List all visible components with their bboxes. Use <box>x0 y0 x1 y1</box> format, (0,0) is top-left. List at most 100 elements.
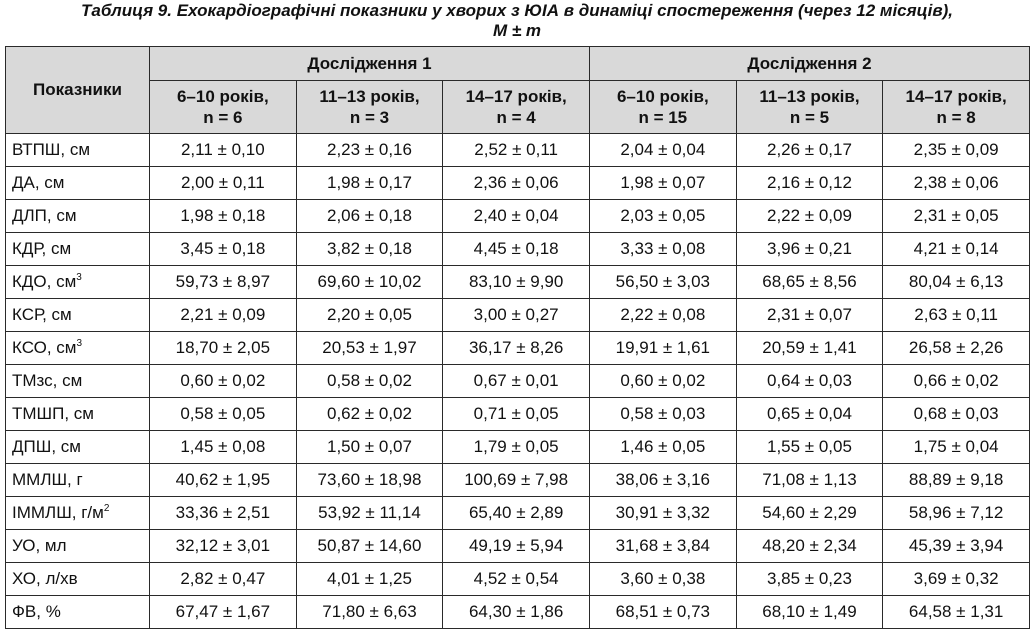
row-label: ММЛШ, г <box>12 470 83 489</box>
echo-table: Показники Дослідження 1 Дослідження 2 6–… <box>5 46 1030 629</box>
value-cell: 100,69 ± 7,98 <box>442 463 590 497</box>
value-cell: 20,53 ± 1,97 <box>295 331 444 365</box>
column-header: 11–13 років, n = 5 <box>735 80 884 134</box>
value-cell: 2,40 ± 0,04 <box>442 199 590 233</box>
unit-exponent: 3 <box>76 338 83 349</box>
value-cell: 1,79 ± 0,05 <box>442 430 590 464</box>
group-header-study-1: Дослідження 1 <box>149 46 590 81</box>
table-row: ХО, л/хв 2,82 ± 0,47 4,01 ± 1,25 4,52 ± 0,5… <box>5 562 1030 596</box>
table-row: УО, мл 32,12 ± 3,01 50,87 ± 14,60 49,19 ± 5… <box>5 529 1030 563</box>
row-label: КДР, см <box>12 239 72 258</box>
value-cell: 20,59 ± 1,41 <box>735 331 884 365</box>
row-label-cell: КСР, см <box>5 298 150 332</box>
value-cell: 2,00 ± 0,11 <box>149 166 297 200</box>
value-cell: 58,96 ± 7,12 <box>882 496 1030 530</box>
value-cell: 68,65 ± 8,56 <box>735 265 884 299</box>
value-cell: 0,67 ± 0,01 <box>442 364 590 398</box>
row-label-cell: ІММЛШ, г/м2 <box>5 496 150 530</box>
value-cell: 2,21 ± 0,09 <box>149 298 297 332</box>
value-cell: 2,63 ± 0,11 <box>882 298 1030 332</box>
table-row: КСО, см3 18,70 ± 2,05 20,53 ± 1,97 36,17 ± … <box>5 331 1030 365</box>
row-header: Показники <box>5 46 150 134</box>
value-cell: 1,98 ± 0,17 <box>295 166 444 200</box>
value-cell: 2,23 ± 0,16 <box>295 133 444 167</box>
value-cell: 30,91 ± 3,32 <box>588 496 737 530</box>
value-cell: 38,06 ± 3,16 <box>588 463 737 497</box>
table-row: ТМзс, см 0,60 ± 0,02 0,58 ± 0,02 0,67 ± 0,0… <box>5 364 1030 398</box>
value-cell: 67,47 ± 1,67 <box>149 595 297 629</box>
value-cell: 1,45 ± 0,08 <box>149 430 297 464</box>
value-cell: 48,20 ± 2,34 <box>735 529 884 563</box>
value-cell: 19,91 ± 1,61 <box>588 331 737 365</box>
table-row: КДО, см3 59,73 ± 8,97 69,60 ± 10,02 83,10 ±… <box>5 265 1030 299</box>
value-cell: 1,46 ± 0,05 <box>588 430 737 464</box>
value-cell: 3,45 ± 0,18 <box>149 232 297 266</box>
table-caption: Таблиця 9. Ехокардіографічні показники у… <box>0 0 1034 43</box>
table-row: ТМШП, см 0,58 ± 0,05 0,62 ± 0,02 0,71 ± 0,0… <box>5 397 1030 431</box>
value-cell: 0,64 ± 0,03 <box>735 364 884 398</box>
unit-exponent: 3 <box>76 272 82 283</box>
column-age-range: 14–17 років, <box>465 87 567 106</box>
value-cell: 53,92 ± 11,14 <box>295 496 444 530</box>
table-row: ДЛП, см 1,98 ± 0,18 2,06 ± 0,18 2,40 ± 0,04… <box>5 199 1030 233</box>
value-cell: 3,69 ± 0,32 <box>882 562 1030 596</box>
value-cell: 0,66 ± 0,02 <box>882 364 1030 398</box>
value-cell: 64,30 ± 1,86 <box>442 595 590 629</box>
column-age-range: 11–13 років, <box>759 87 860 106</box>
column-sample-size: n = 15 <box>638 108 688 127</box>
table-row: ВТПШ, см 2,11 ± 0,10 2,23 ± 0,16 2,52 ± 0,1… <box>5 133 1030 167</box>
column-age-range: 6–10 років, <box>176 87 269 106</box>
value-cell: 0,60 ± 0,02 <box>588 364 737 398</box>
value-cell: 4,21 ± 0,14 <box>882 232 1030 266</box>
value-cell: 31,68 ± 3,84 <box>588 529 737 563</box>
value-cell: 71,80 ± 6,63 <box>295 595 444 629</box>
table-row: КСР, см 2,21 ± 0,09 2,20 ± 0,05 3,00 ± 0,27… <box>5 298 1030 332</box>
row-label-cell: ДПШ, см <box>5 430 150 464</box>
value-cell: 0,58 ± 0,02 <box>295 364 444 398</box>
row-label: ДПШ, см <box>12 437 81 456</box>
unit-exponent: 2 <box>103 503 110 514</box>
value-cell: 2,36 ± 0,06 <box>442 166 590 200</box>
value-cell: 2,31 ± 0,05 <box>882 199 1030 233</box>
value-cell: 36,17 ± 8,26 <box>442 331 590 365</box>
row-label: ДЛП, см <box>12 206 77 225</box>
row-label-cell: ВТПШ, см <box>5 133 150 167</box>
column-header: 14–17 років, n = 4 <box>442 80 590 134</box>
value-cell: 0,71 ± 0,05 <box>442 397 590 431</box>
table-row: КДР, см 3,45 ± 0,18 3,82 ± 0,18 4,45 ± 0,18… <box>5 232 1030 266</box>
row-label-cell: УО, мл <box>5 529 150 563</box>
value-cell: 2,03 ± 0,05 <box>588 199 737 233</box>
value-cell: 40,62 ± 1,95 <box>149 463 297 497</box>
row-label-cell: КДР, см <box>5 232 150 266</box>
value-cell: 56,50 ± 3,03 <box>588 265 737 299</box>
row-label: ТМШП, см <box>12 404 94 423</box>
value-cell: 45,39 ± 3,94 <box>882 529 1030 563</box>
value-cell: 0,58 ± 0,05 <box>149 397 297 431</box>
value-cell: 3,60 ± 0,38 <box>588 562 737 596</box>
value-cell: 0,65 ± 0,04 <box>735 397 884 431</box>
value-cell: 0,62 ± 0,02 <box>295 397 444 431</box>
value-cell: 18,70 ± 2,05 <box>149 331 297 365</box>
row-label-cell: ФВ, % <box>5 595 150 629</box>
value-cell: 54,60 ± 2,29 <box>735 496 884 530</box>
row-label: ТМзс, см <box>12 371 83 390</box>
row-label: КСР, см <box>12 305 72 324</box>
value-cell: 68,51 ± 0,73 <box>588 595 737 629</box>
column-sample-size: n = 5 <box>789 108 830 127</box>
row-label-cell: ХО, л/хв <box>5 562 150 596</box>
value-cell: 1,98 ± 0,18 <box>149 199 297 233</box>
row-label: ФВ, % <box>12 602 61 621</box>
value-cell: 4,45 ± 0,18 <box>442 232 590 266</box>
value-cell: 26,58 ± 2,26 <box>882 331 1030 365</box>
value-cell: 64,58 ± 1,31 <box>882 595 1030 629</box>
value-cell: 0,68 ± 0,03 <box>882 397 1030 431</box>
row-label: ІММЛШ, г/м <box>12 503 104 522</box>
column-header: 14–17 років, n = 8 <box>882 80 1030 134</box>
value-cell: 73,60 ± 18,98 <box>295 463 444 497</box>
value-cell: 71,08 ± 1,13 <box>735 463 884 497</box>
row-label-cell: ММЛШ, г <box>5 463 150 497</box>
value-cell: 4,01 ± 1,25 <box>295 562 444 596</box>
value-cell: 59,73 ± 8,97 <box>149 265 297 299</box>
value-cell: 2,06 ± 0,18 <box>295 199 444 233</box>
column-age-range: 14–17 років, <box>905 87 1007 106</box>
